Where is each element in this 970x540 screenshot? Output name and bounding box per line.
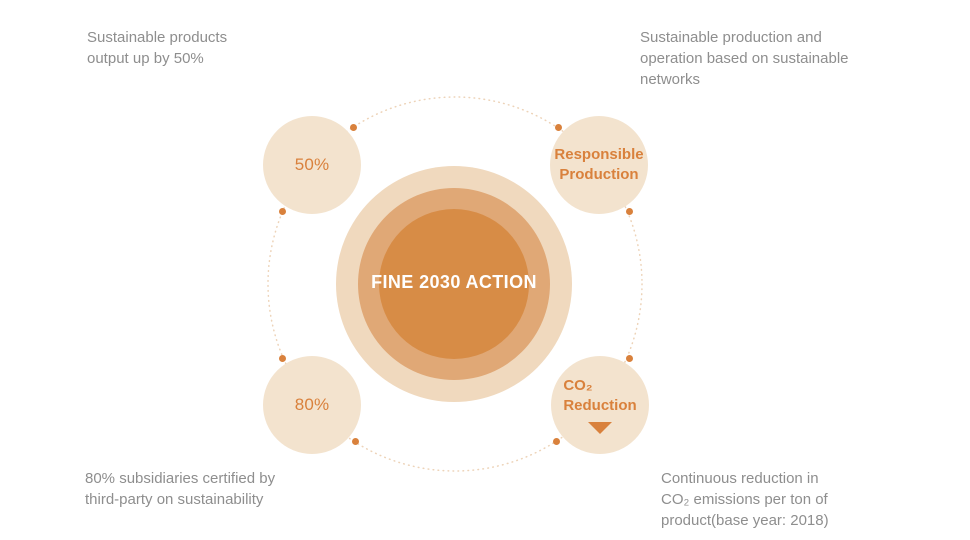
satellite-80-percent-label: 80%: [294, 395, 330, 414]
annotation-bottom-right: Continuous reduction in CO₂ emissions pe…: [661, 470, 829, 529]
satellite-80-percent: 80%: [263, 356, 361, 454]
satellite-co2-reduction-label: CO₂ Reduction: [563, 376, 636, 416]
satellite-responsible-production: Responsible Production: [550, 116, 648, 214]
orbit-dot: [552, 437, 560, 445]
orbit-dot: [554, 123, 562, 131]
responsible-production-line2: Production: [559, 166, 639, 183]
annotation-top-right: Sustainable production and operation bas…: [640, 29, 849, 88]
responsible-production-line1: Responsible: [554, 146, 644, 163]
satellite-50-percent-label: 50%: [294, 155, 330, 174]
satellite-responsible-production-label: Responsible Production: [554, 145, 643, 185]
orbit-dot: [278, 207, 286, 215]
orbit-dot: [351, 437, 359, 445]
triangle-down-icon: [588, 422, 612, 434]
annotation-top-left: Sustainable products output up by 50%: [87, 29, 228, 67]
satellite-co2-reduction: CO₂ Reduction: [551, 356, 649, 454]
annotation-bottom-left: 80% subsidiaries certified by third-part…: [85, 470, 276, 508]
center-title: FINE 2030 ACTION: [371, 272, 537, 292]
orbit-dot: [625, 354, 633, 362]
co2-reduction-line1: CO₂: [563, 377, 593, 394]
satellite-50-percent: 50%: [263, 116, 361, 214]
co2-reduction-line2: Reduction: [563, 397, 637, 414]
orbit-dot: [349, 123, 357, 131]
orbit-dot: [278, 354, 286, 362]
orbit-dot: [625, 207, 633, 215]
center-inner-circle: [379, 209, 529, 359]
